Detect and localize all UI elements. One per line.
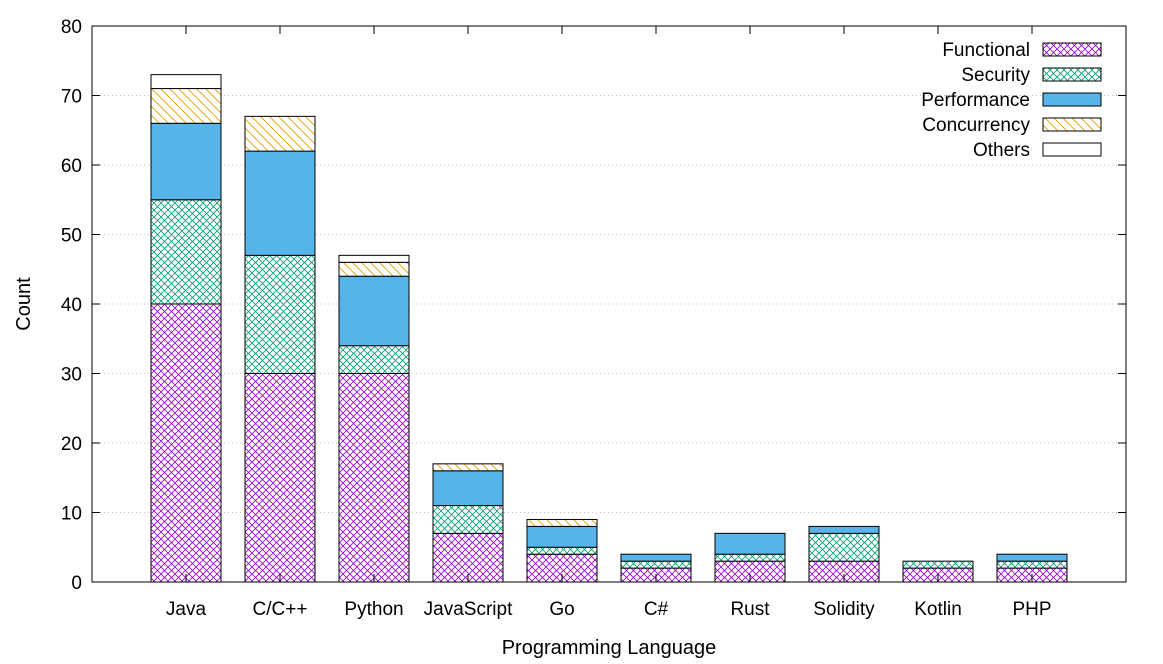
bar-javascript-functional bbox=[432, 532, 504, 583]
bar-kotlin-security bbox=[902, 560, 974, 569]
bar-stack-python bbox=[338, 254, 410, 583]
legend-swatch bbox=[1042, 117, 1102, 132]
bar-solidity-security bbox=[808, 532, 880, 562]
bar-python-performance bbox=[338, 275, 410, 347]
bars bbox=[150, 74, 1068, 583]
bar-go-performance bbox=[526, 525, 598, 548]
x-tick-label: Kotlin bbox=[914, 599, 962, 620]
bar-stack-javascript bbox=[432, 463, 504, 583]
bar-php-security bbox=[996, 560, 1068, 569]
legend-item-security: Security bbox=[961, 65, 1102, 86]
bar-go-concurrency bbox=[526, 518, 598, 527]
y-tick-label: 70 bbox=[61, 87, 82, 108]
bar-java-security bbox=[150, 199, 222, 305]
legend-label: Security bbox=[961, 65, 1030, 86]
x-tick-label: Solidity bbox=[813, 599, 875, 620]
y-tick-label: 80 bbox=[61, 17, 82, 38]
x-axis-title: Programming Language bbox=[502, 637, 717, 659]
bar-java-others bbox=[150, 74, 222, 90]
legend-swatch bbox=[1042, 142, 1102, 157]
legend-item-performance: Performance bbox=[921, 90, 1102, 111]
x-tick-label: C/C++ bbox=[253, 599, 308, 620]
bar-stack-java bbox=[150, 74, 222, 583]
legend-item-others: Others bbox=[973, 140, 1102, 161]
y-axis-ticks: 0 10 20 30 40 50 60 70 80 bbox=[61, 17, 1126, 594]
legend-label: Concurrency bbox=[922, 115, 1030, 136]
legend-label: Others bbox=[973, 140, 1030, 161]
legend-item-concurrency: Concurrency bbox=[922, 115, 1102, 136]
legend-item-functional: Functional bbox=[942, 40, 1102, 61]
x-tick-label: PHP bbox=[1012, 599, 1051, 620]
bar-c-c-security bbox=[244, 254, 316, 375]
y-tick-label: 10 bbox=[61, 504, 82, 525]
x-tick-label: C# bbox=[644, 599, 669, 620]
bar-javascript-concurrency bbox=[432, 463, 504, 472]
bar-c-security bbox=[620, 560, 692, 569]
bar-c-c-performance bbox=[244, 150, 316, 256]
y-tick-label: 40 bbox=[61, 295, 82, 316]
bar-stack-solidity bbox=[808, 525, 880, 583]
y-tick-label: 30 bbox=[61, 365, 82, 386]
bar-c-c-concurrency bbox=[244, 115, 316, 152]
legend-swatch bbox=[1042, 67, 1102, 82]
bar-java-functional bbox=[150, 303, 222, 583]
bar-python-concurrency bbox=[338, 261, 410, 277]
x-tick-label: Python bbox=[344, 599, 403, 620]
bar-java-concurrency bbox=[150, 88, 222, 124]
bar-stack-go bbox=[526, 518, 598, 583]
bar-java-performance bbox=[150, 122, 222, 201]
bar-python-functional bbox=[338, 373, 410, 583]
bar-c-performance bbox=[620, 553, 692, 562]
x-tick-label: Java bbox=[166, 599, 207, 620]
bar-rust-security bbox=[714, 553, 786, 562]
y-tick-label: 50 bbox=[61, 226, 82, 247]
y-tick-label: 60 bbox=[61, 156, 82, 177]
legend-label: Performance bbox=[921, 90, 1030, 111]
bar-php-performance bbox=[996, 553, 1068, 562]
bar-javascript-performance bbox=[432, 470, 504, 507]
x-tick-label: Go bbox=[549, 599, 574, 620]
x-tick-label: Rust bbox=[730, 599, 770, 620]
y-axis-title: Count bbox=[13, 277, 35, 331]
legend: Functional Security Performance Concurrency… bbox=[921, 40, 1102, 161]
bar-python-security bbox=[338, 345, 410, 375]
y-tick-label: 0 bbox=[71, 573, 82, 594]
bar-python-others bbox=[338, 254, 410, 263]
bar-solidity-performance bbox=[808, 525, 880, 534]
bar-javascript-security bbox=[432, 505, 504, 534]
bar-stack-c-c bbox=[244, 115, 316, 583]
x-tick-label: JavaScript bbox=[424, 599, 513, 620]
legend-label: Functional bbox=[942, 40, 1030, 61]
bar-rust-performance bbox=[714, 532, 786, 555]
x-axis-ticks: Java C/C++ Python JavaScript Go C# Rust Solidit… bbox=[166, 26, 1052, 620]
legend-swatch bbox=[1042, 42, 1102, 57]
legend-swatch bbox=[1042, 92, 1102, 107]
y-tick-label: 20 bbox=[61, 434, 82, 455]
bar-stack-rust bbox=[714, 532, 786, 583]
bar-go-security bbox=[526, 546, 598, 555]
bar-c-c-functional bbox=[244, 373, 316, 583]
